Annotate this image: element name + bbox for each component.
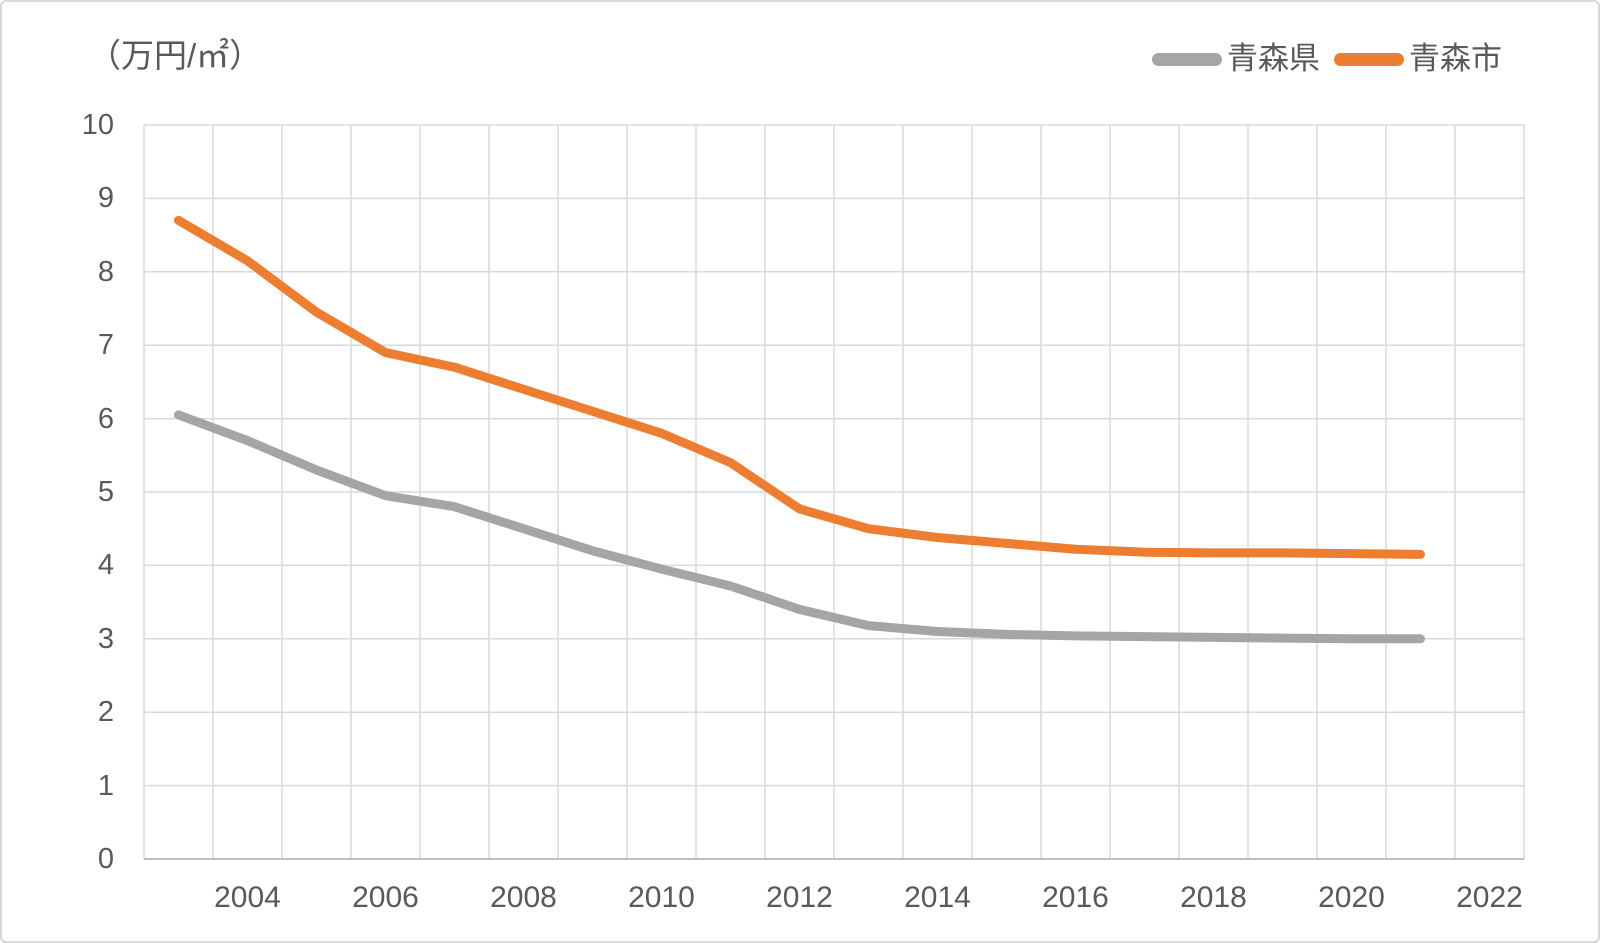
legend-item-1: 青森市 xyxy=(1334,41,1502,77)
x-tick-label: 2020 xyxy=(1318,881,1385,914)
x-tick-label: 2022 xyxy=(1456,881,1523,914)
x-tick-label: 2018 xyxy=(1180,881,1247,914)
y-tick-label: 9 xyxy=(97,182,114,215)
legend-swatch-icon xyxy=(1334,52,1404,66)
y-tick-label: 8 xyxy=(97,255,114,288)
x-tick-label: 2012 xyxy=(766,881,833,914)
y-tick-label: 10 xyxy=(81,109,114,141)
y-tick-label: 5 xyxy=(97,476,114,508)
y-tick-label: 7 xyxy=(97,329,114,362)
series-line-0 xyxy=(174,410,1425,644)
y-tick-label: 1 xyxy=(97,769,114,802)
legend-label: 青森県 xyxy=(1227,41,1320,76)
x-tick-label: 2016 xyxy=(1042,881,1109,914)
legend-swatch-icon xyxy=(1152,52,1222,66)
legend-label: 青森市 xyxy=(1409,41,1502,76)
x-tick-label: 2014 xyxy=(904,881,971,914)
x-tick-label: 2008 xyxy=(490,881,557,914)
y-tick-label: 6 xyxy=(97,402,114,435)
y-tick-label: 0 xyxy=(97,843,114,875)
y-tick-label: 2 xyxy=(97,696,114,729)
x-tick-label: 2004 xyxy=(214,881,281,914)
legend-item-0: 青森県 xyxy=(1152,41,1320,77)
series-line-1 xyxy=(174,215,1425,559)
x-tick-label: 2010 xyxy=(628,881,695,914)
y-tick-label: 4 xyxy=(97,549,114,582)
y-tick-label: 3 xyxy=(97,622,114,655)
legend: 青森県 青森市 xyxy=(1152,41,1502,77)
x-tick-label: 2006 xyxy=(352,881,419,914)
y-axis-unit-label: （万円/㎡） xyxy=(88,37,263,74)
